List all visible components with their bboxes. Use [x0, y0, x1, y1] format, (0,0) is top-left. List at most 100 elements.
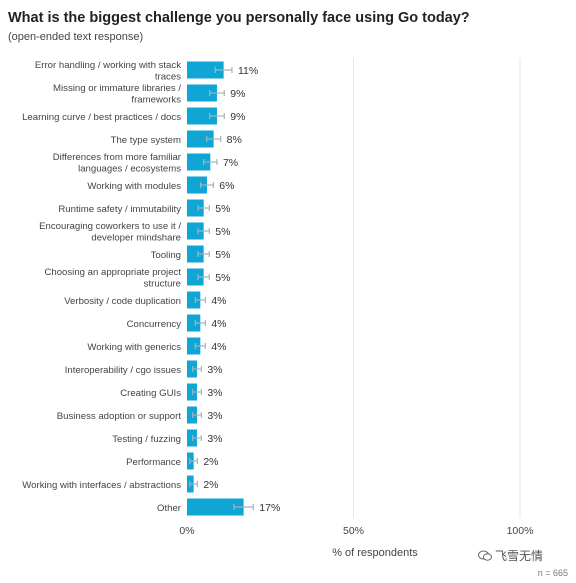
category-label: Encouraging coworkers to use it / develop… — [39, 221, 181, 244]
category-label-line: Error handling / working with stack — [35, 60, 181, 71]
category-label: Choosing an appropriate project structure — [44, 267, 181, 290]
category-label-line: frameworks — [131, 95, 181, 106]
bar — [187, 222, 204, 240]
value-label: 2% — [203, 479, 218, 491]
error-bar — [192, 435, 202, 441]
error-bar — [203, 159, 218, 165]
bar — [187, 406, 197, 424]
category-label: Other — [157, 503, 182, 514]
category-label-line: Differences from more familiar — [53, 152, 182, 163]
category-label-line: Performance — [126, 457, 181, 468]
category-label: Working with generics — [87, 342, 181, 353]
category-label: Working with interfaces / abstractions — [22, 480, 181, 491]
value-label: 5% — [215, 226, 230, 238]
bar — [187, 314, 201, 332]
error-bar — [189, 481, 198, 487]
x-tick-labels: 0% 50% 100% — [179, 525, 533, 537]
error-bar — [197, 274, 210, 280]
x-tick-label: 0% — [179, 525, 194, 537]
error-bar — [189, 458, 198, 464]
error-bar — [194, 297, 206, 303]
category-label: Differences from more familiar languages … — [53, 152, 182, 175]
chart-title: What is the biggest challenge you person… — [8, 10, 470, 26]
x-tick-label: 100% — [507, 525, 534, 537]
category-label-line: Verbosity / code duplication — [64, 296, 181, 307]
value-label: 4% — [211, 341, 226, 353]
category-label: Creating GUIs — [120, 388, 181, 399]
error-bar — [209, 90, 225, 96]
category-label: Verbosity / code duplication — [64, 296, 181, 307]
watermark: 飞雪无情 — [478, 547, 543, 564]
category-label-line: Choosing an appropriate project — [44, 267, 181, 278]
error-bar — [194, 320, 206, 326]
category-label-line: Testing / fuzzing — [112, 434, 181, 445]
category-label: Error handling / working with stack trace… — [35, 60, 181, 83]
bar — [187, 337, 201, 355]
value-label: 7% — [223, 157, 238, 169]
category-label-line: Encouraging coworkers to use it / — [39, 221, 181, 232]
value-label: 5% — [215, 272, 230, 284]
value-label: 8% — [227, 134, 242, 146]
category-labels: Error handling / working with stack trace… — [22, 60, 182, 514]
bar — [187, 268, 204, 286]
bar — [187, 360, 197, 378]
category-label-line: Working with modules — [87, 181, 181, 192]
bar — [187, 176, 207, 194]
value-label: 2% — [203, 456, 218, 468]
category-label-line: Missing or immature libraries / — [53, 83, 181, 94]
value-label: 3% — [207, 387, 222, 399]
category-label-line: developer mindshare — [91, 233, 181, 244]
error-bar — [192, 412, 202, 418]
category-label: Missing or immature libraries / framework… — [53, 83, 181, 106]
x-axis-label: % of respondents — [332, 547, 418, 559]
category-label-line: Tooling — [151, 250, 181, 261]
value-label: 3% — [207, 433, 222, 445]
error-bar — [200, 182, 214, 188]
value-label: 4% — [211, 318, 226, 330]
category-label-line: Business adoption or support — [57, 411, 182, 422]
bar — [187, 383, 197, 401]
error-bar — [206, 136, 222, 142]
bar — [187, 84, 217, 102]
sample-size-label: n = 665 — [537, 568, 568, 578]
value-label: 6% — [219, 180, 234, 192]
category-label-line: Interoperability / cgo issues — [65, 365, 181, 376]
category-label: Tooling — [151, 250, 181, 261]
bar — [187, 130, 214, 148]
value-label: 3% — [207, 410, 222, 422]
chart-subtitle: (open-ended text response) — [8, 31, 144, 43]
category-label: Learning curve / best practices / docs — [22, 112, 181, 123]
category-label: Interoperability / cgo issues — [65, 365, 181, 376]
category-label-line: Working with interfaces / abstractions — [22, 480, 181, 491]
error-bar — [197, 228, 210, 234]
category-label-line: Other — [157, 503, 182, 514]
watermark-text: 飞雪无情 — [495, 549, 544, 563]
value-label: 17% — [259, 502, 280, 514]
value-label: 9% — [230, 111, 245, 123]
category-label: The type system — [111, 135, 181, 146]
category-label-line: The type system — [111, 135, 181, 146]
bars — [187, 61, 254, 516]
bar — [187, 199, 204, 217]
bar — [187, 429, 197, 447]
category-label-line: Learning curve / best practices / docs — [22, 112, 181, 123]
value-label: 9% — [230, 88, 245, 100]
error-bar — [209, 113, 225, 119]
category-label-line: Creating GUIs — [120, 388, 181, 399]
bar — [187, 291, 201, 309]
gridlines — [353, 58, 521, 518]
category-label: Working with modules — [87, 181, 181, 192]
value-labels: 11% 9% 9% 8% 7% 6% 5% 5% 5% 5% 4% 4% 4% 3% 3% 3% 3% 2% 2% 1… — [203, 65, 280, 514]
category-label-line: Runtime safety / immutability — [58, 204, 181, 215]
category-label: Concurrency — [127, 319, 182, 330]
bar — [187, 498, 244, 516]
bar — [187, 245, 204, 263]
value-label: 4% — [211, 295, 226, 307]
error-bar — [233, 504, 254, 510]
category-label-line: Concurrency — [127, 319, 182, 330]
error-bar — [197, 251, 210, 257]
category-label-line: structure — [144, 279, 181, 290]
error-bar — [192, 366, 202, 372]
chat-bubble-icon — [478, 550, 492, 561]
